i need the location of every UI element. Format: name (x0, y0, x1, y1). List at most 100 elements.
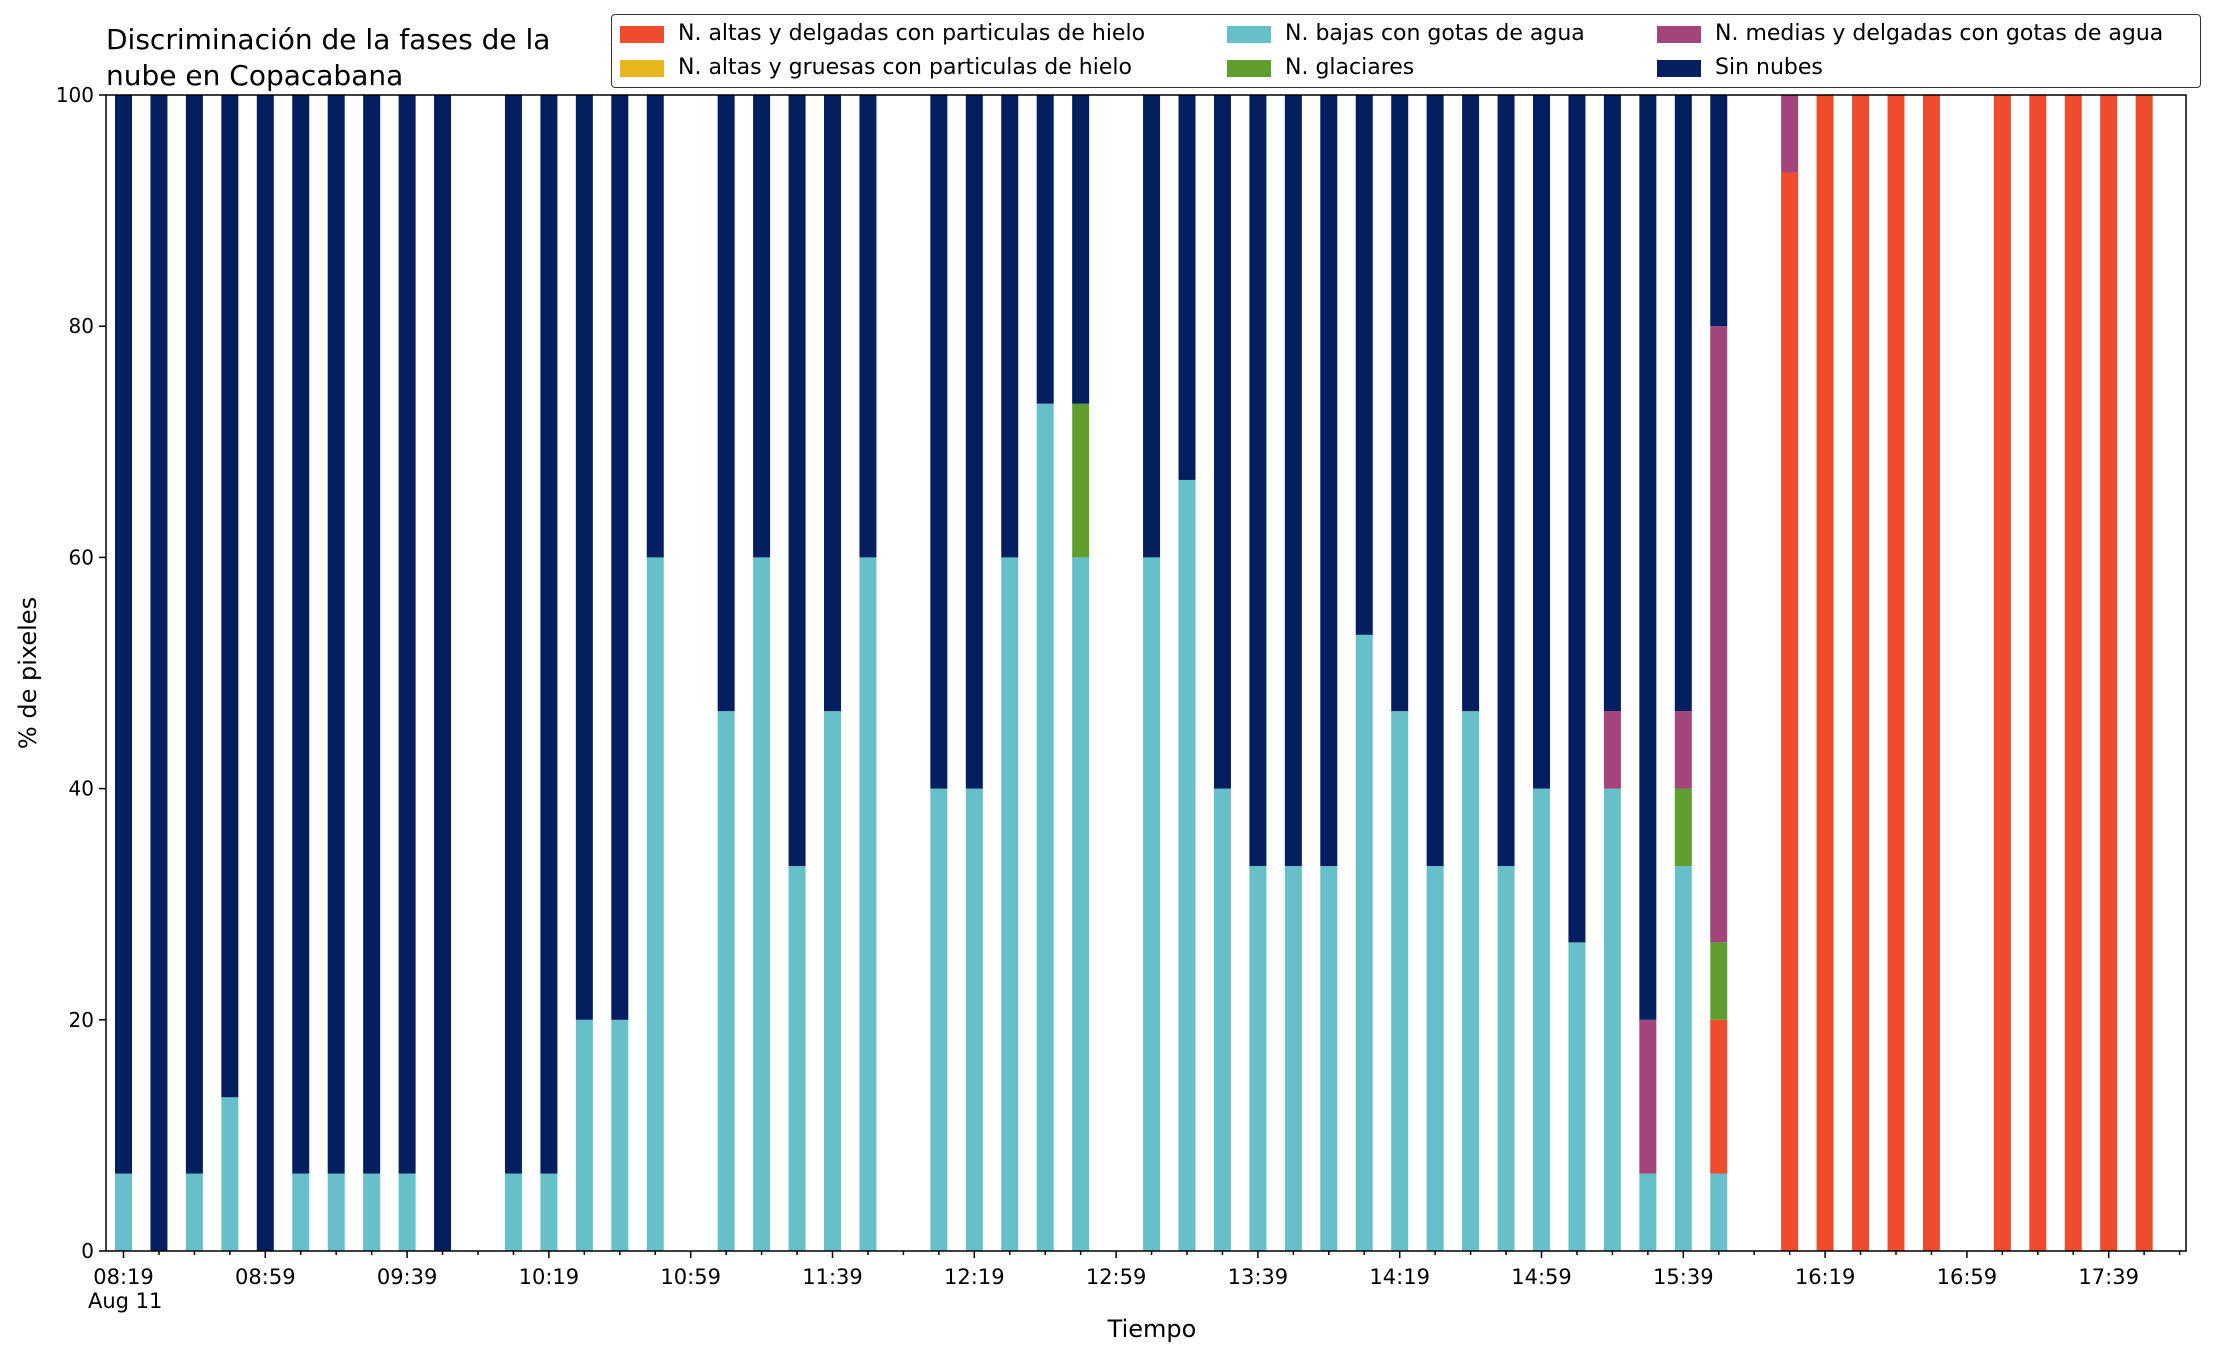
bar-segment (1284, 95, 1302, 867)
bar-segment (150, 95, 168, 1251)
legend-label: N. altas y delgadas con particulas de hi… (678, 21, 1146, 46)
bar-segment (1603, 711, 1621, 789)
bar-segment (1036, 95, 1054, 404)
bar-segment (1816, 95, 1834, 1251)
legend-item: N. glaciares (1227, 53, 1414, 83)
bar-segment (185, 95, 203, 1174)
bar-segment (363, 1173, 381, 1251)
bar-segment (1710, 1173, 1728, 1251)
bar-segment (646, 557, 664, 1251)
x-tick-label: 12:19 (944, 1265, 1005, 1289)
bar-segment (1639, 95, 1657, 1020)
y-tick-label: 20 (69, 1008, 94, 1032)
bar-segment (2029, 95, 2047, 1251)
y-tick-label: 80 (69, 314, 94, 338)
bar-segment (1674, 788, 1692, 867)
chart-title-line-2: nube en Copacabana (106, 59, 404, 92)
x-tick-label: 10:59 (660, 1265, 721, 1289)
bar-segment (185, 1173, 203, 1251)
legend-label: N. glaciares (1285, 55, 1415, 80)
x-tick-label: 11:39 (802, 1265, 863, 1289)
bar-segment (1603, 788, 1621, 1251)
x-tick-label: 14:59 (1511, 1265, 1572, 1289)
bar-segment (398, 1173, 416, 1251)
bar-segment (221, 95, 239, 1098)
bar-segment (115, 95, 132, 1174)
bar-segment (859, 557, 877, 1251)
bar-segment (1603, 95, 1621, 712)
bar-segment (504, 1173, 522, 1251)
legend-swatch (1227, 25, 1271, 43)
legend-item: N. altas y gruesas con particulas de hie… (620, 53, 1132, 83)
bar-segment (717, 711, 735, 1251)
bar-segment (575, 1019, 593, 1251)
legend-swatch (1657, 25, 1701, 43)
bar-segment (292, 95, 310, 1174)
bar-segment (1497, 866, 1515, 1251)
y-axis-label: % de pixeles (14, 597, 42, 749)
bar-segment (1533, 95, 1550, 789)
bar-segment (611, 95, 629, 1020)
bar-segment (504, 95, 522, 1174)
x-tick-label: 09:39 (377, 1265, 438, 1289)
x-tick-label: 14:19 (1369, 1265, 1430, 1289)
bar-segment (1249, 95, 1267, 867)
bar-segment (1674, 866, 1692, 1251)
bar-segment (1320, 866, 1338, 1251)
bar-segment (575, 95, 593, 1020)
bar-segment (221, 1097, 239, 1251)
y-tick-label: 60 (69, 545, 94, 569)
bar-segment (1533, 788, 1550, 1251)
bar-segment (1391, 95, 1409, 712)
bars-layer (115, 95, 2153, 1252)
bar-segment (2064, 95, 2082, 1251)
bar-segment (1284, 866, 1302, 1251)
bar-segment (1178, 479, 1196, 1251)
y-tick-label: 100 (56, 83, 94, 107)
x-tick-label: 17:39 (2078, 1265, 2139, 1289)
y-tick-label: 40 (69, 777, 94, 801)
plot-frame (105, 94, 2187, 1252)
bar-segment (1781, 172, 1799, 1252)
legend-swatch (1657, 59, 1701, 77)
bar-segment (1710, 942, 1728, 1020)
bar-segment (646, 95, 664, 558)
bar-segment (363, 95, 381, 1174)
bar-segment (1674, 95, 1692, 712)
bar-segment (859, 95, 877, 558)
bar-segment (1887, 95, 1905, 1251)
bar-segment (930, 95, 948, 789)
bar-segment (1639, 1173, 1657, 1251)
bar-segment (930, 788, 948, 1251)
bar-segment (1001, 95, 1019, 558)
bar-segment (1710, 95, 1728, 327)
bar-segment (292, 1173, 310, 1251)
x-axis-label: Tiempo (1107, 1315, 1197, 1343)
x-tick-label: 15:39 (1653, 1265, 1714, 1289)
y-tick-label: 0 (81, 1239, 94, 1263)
chart-title-line-1: Discriminación de la fases de la (106, 23, 551, 56)
legend-item: N. altas y delgadas con particulas de hi… (620, 19, 1145, 49)
x-tick-label: 10:19 (519, 1265, 580, 1289)
bar-segment (788, 866, 806, 1251)
bar-segment (1143, 95, 1161, 558)
bar-segment (115, 1173, 132, 1251)
bar-segment (753, 557, 771, 1251)
chart-title: Discriminación de la fases de la nube en… (106, 22, 550, 94)
bar-segment (717, 95, 735, 712)
bar-segment (1462, 711, 1480, 1251)
bar-segment (753, 95, 771, 558)
x-tick-label: 16:19 (1795, 1265, 1856, 1289)
bar-segment (965, 95, 983, 789)
bar-segment (1426, 866, 1444, 1251)
x-axis: 08:19 08:59 09:39 10:19 10:59 11:39 12:19 12:59… (93, 1251, 2181, 1289)
x-tick-label: 13:39 (1228, 1265, 1289, 1289)
bar-segment (1852, 95, 1870, 1251)
x-date-label: Aug 11 (88, 1289, 162, 1313)
bar-segment (327, 95, 345, 1174)
bar-segment (1639, 1019, 1657, 1174)
bar-segment (1355, 95, 1373, 635)
bar-segment (1320, 95, 1338, 867)
legend-label: N. bajas con gotas de agua (1285, 21, 1585, 46)
